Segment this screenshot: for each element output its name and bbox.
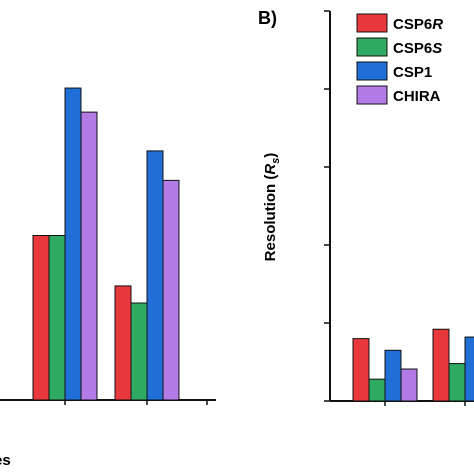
bar-csp6s-b [448,363,466,402]
bar-csp6r-f [114,285,132,401]
bar-chira-e [80,111,98,401]
bar-csp6s-e [48,234,66,401]
panel-a-x-axis-label: es [0,452,11,469]
legend-entry-csp6r: CSP6R [393,16,443,33]
bar-csp1-f [146,150,164,401]
legend-entry-chira: CHIRA [393,88,441,105]
bar-chira-f [162,179,180,401]
legend-swatch-csp6r [356,13,388,33]
legend-swatch-csp6s [356,37,388,57]
bar-csp1-b [464,336,474,402]
legend-entry-base: CHIRA [393,88,441,105]
bar-csp6r-e [32,234,50,401]
panel-a-chart [0,87,216,405]
panel-b-y-axis-label: Resolution (Rs) [262,153,282,262]
y-axis-label-prefix: Resolution ( [262,175,279,262]
legend-entry-italic: S [432,40,442,57]
y-axis-label-subscript: s [270,158,282,164]
legend-entry-csp6s: CSP6S [393,40,442,57]
bar-chira-a [400,368,418,402]
legend-entry-base: CSP6 [393,16,432,33]
panel-b-label: B) [258,8,277,28]
bar-csp6s-a [368,378,386,402]
legend-entry-italic: R [432,16,443,33]
bar-csp6s-f [130,302,148,401]
legend-entry-base: CSP1 [393,64,432,81]
legend-swatch-chira [356,85,388,105]
bar-csp1-a [384,349,402,402]
y-axis-label-suffix: ) [262,153,279,158]
bar-csp1-e [64,87,82,401]
bar-csp6r-a [352,338,370,402]
y-axis-label-variable: R [262,164,279,175]
legend-entry-base: CSP6 [393,40,432,57]
bar-csp6r-b [432,328,450,402]
legend-swatch-csp1 [356,61,388,81]
panel-b-chart [324,10,474,406]
legend-entry-csp1: CSP1 [393,64,432,81]
